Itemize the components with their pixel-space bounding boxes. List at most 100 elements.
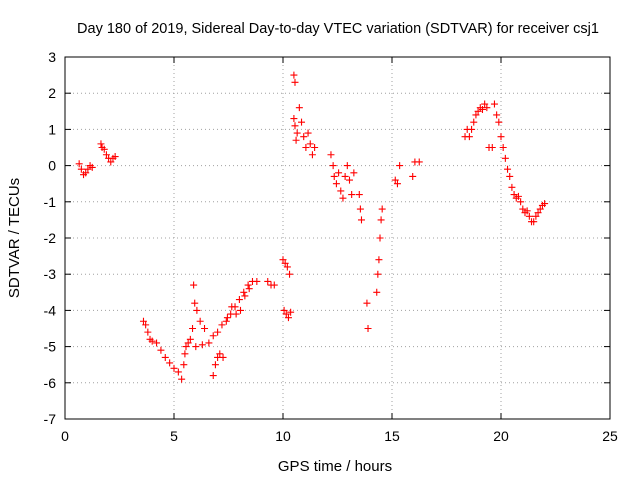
data-point — [339, 194, 347, 202]
data-point — [293, 129, 301, 137]
data-point — [525, 212, 533, 220]
y-axis-label: SDTVAR / TECUs — [6, 178, 23, 298]
data-point — [343, 162, 351, 170]
data-point — [139, 317, 147, 325]
data-point — [378, 205, 386, 213]
data-point — [532, 212, 540, 220]
data-point — [191, 299, 199, 307]
data-point — [235, 296, 243, 304]
data-point — [153, 339, 161, 347]
data-point — [216, 350, 224, 358]
data-point — [488, 144, 496, 151]
data-point — [308, 151, 316, 159]
axis-ticks: 0 5 10 15 20 25 -7 -6 -5 -4 -3 -2 -1 0 1 2 3 — [44, 49, 618, 444]
data-point — [517, 198, 525, 206]
data-point — [341, 172, 349, 180]
data-point — [472, 111, 480, 119]
data-point — [241, 292, 249, 300]
data-point — [355, 191, 363, 199]
data-point — [186, 335, 194, 343]
y-tick-label: 2 — [48, 85, 56, 101]
data-point — [541, 200, 549, 208]
data-point — [282, 310, 290, 318]
y-tick-label: 1 — [48, 121, 56, 137]
data-point — [376, 234, 384, 242]
data-point — [534, 209, 542, 217]
x-tick-label: 20 — [493, 428, 509, 444]
data-point — [468, 125, 476, 133]
data-point — [335, 169, 343, 177]
plot-frame — [64, 56, 611, 420]
data-point — [180, 361, 188, 369]
data-point — [497, 133, 505, 141]
data-point — [478, 105, 486, 113]
y-tick-label: 3 — [48, 49, 56, 65]
data-point — [181, 350, 189, 358]
data-point — [211, 361, 219, 369]
gridlines — [65, 57, 610, 419]
data-point — [523, 207, 531, 215]
data-point — [290, 71, 298, 79]
y-tick-label: -2 — [44, 230, 57, 246]
data-point — [88, 163, 96, 171]
data-point — [327, 151, 335, 159]
data-point — [142, 321, 150, 329]
data-point — [209, 372, 217, 380]
data-point — [363, 299, 371, 307]
data-point — [508, 183, 516, 191]
data-point — [84, 165, 92, 173]
y-tick-label: -3 — [44, 266, 57, 282]
data-point — [291, 122, 299, 130]
data-point — [495, 118, 503, 126]
data-point — [157, 346, 165, 354]
data-point — [292, 136, 300, 144]
data-point — [209, 332, 217, 340]
data-point — [102, 151, 110, 159]
y-tick-label: 0 — [48, 158, 56, 174]
data-point — [201, 325, 209, 332]
data-point — [279, 256, 287, 264]
data-point — [391, 176, 399, 184]
data-point — [393, 180, 401, 188]
x-tick-label: 5 — [170, 428, 178, 444]
data-point — [228, 303, 236, 311]
x-tick-label: 0 — [61, 428, 69, 444]
data-point — [474, 107, 482, 115]
data-point — [190, 281, 198, 289]
y-tick-label: -1 — [44, 194, 57, 210]
x-tick-label: 25 — [602, 428, 618, 444]
data-point — [193, 306, 201, 314]
data-point — [375, 256, 383, 264]
data-point — [499, 144, 507, 151]
data-point — [329, 162, 337, 170]
data-point — [182, 343, 190, 351]
data-point — [253, 277, 261, 285]
data-point — [184, 339, 192, 347]
data-point — [166, 359, 174, 367]
data-point — [356, 205, 364, 213]
data-point — [219, 353, 227, 361]
data-point — [536, 205, 544, 213]
data-point — [97, 140, 105, 148]
data-point — [198, 341, 206, 349]
data-point — [330, 172, 338, 180]
data-point — [306, 140, 314, 148]
data-point — [504, 165, 512, 173]
data-point — [350, 169, 358, 177]
data-point — [240, 288, 248, 296]
data-point — [82, 169, 90, 177]
data-point — [161, 353, 169, 361]
data-point — [232, 310, 240, 318]
data-point — [302, 144, 310, 151]
data-point — [218, 321, 226, 329]
data-point — [311, 144, 319, 151]
data-point — [357, 216, 365, 224]
x-tick-label: 10 — [275, 428, 291, 444]
data-point — [490, 100, 498, 108]
data-point — [415, 158, 423, 166]
data-point — [189, 325, 197, 332]
data-point — [300, 133, 308, 141]
data-point — [236, 306, 244, 314]
y-tick-label: -7 — [44, 411, 57, 427]
data-point — [295, 104, 303, 112]
